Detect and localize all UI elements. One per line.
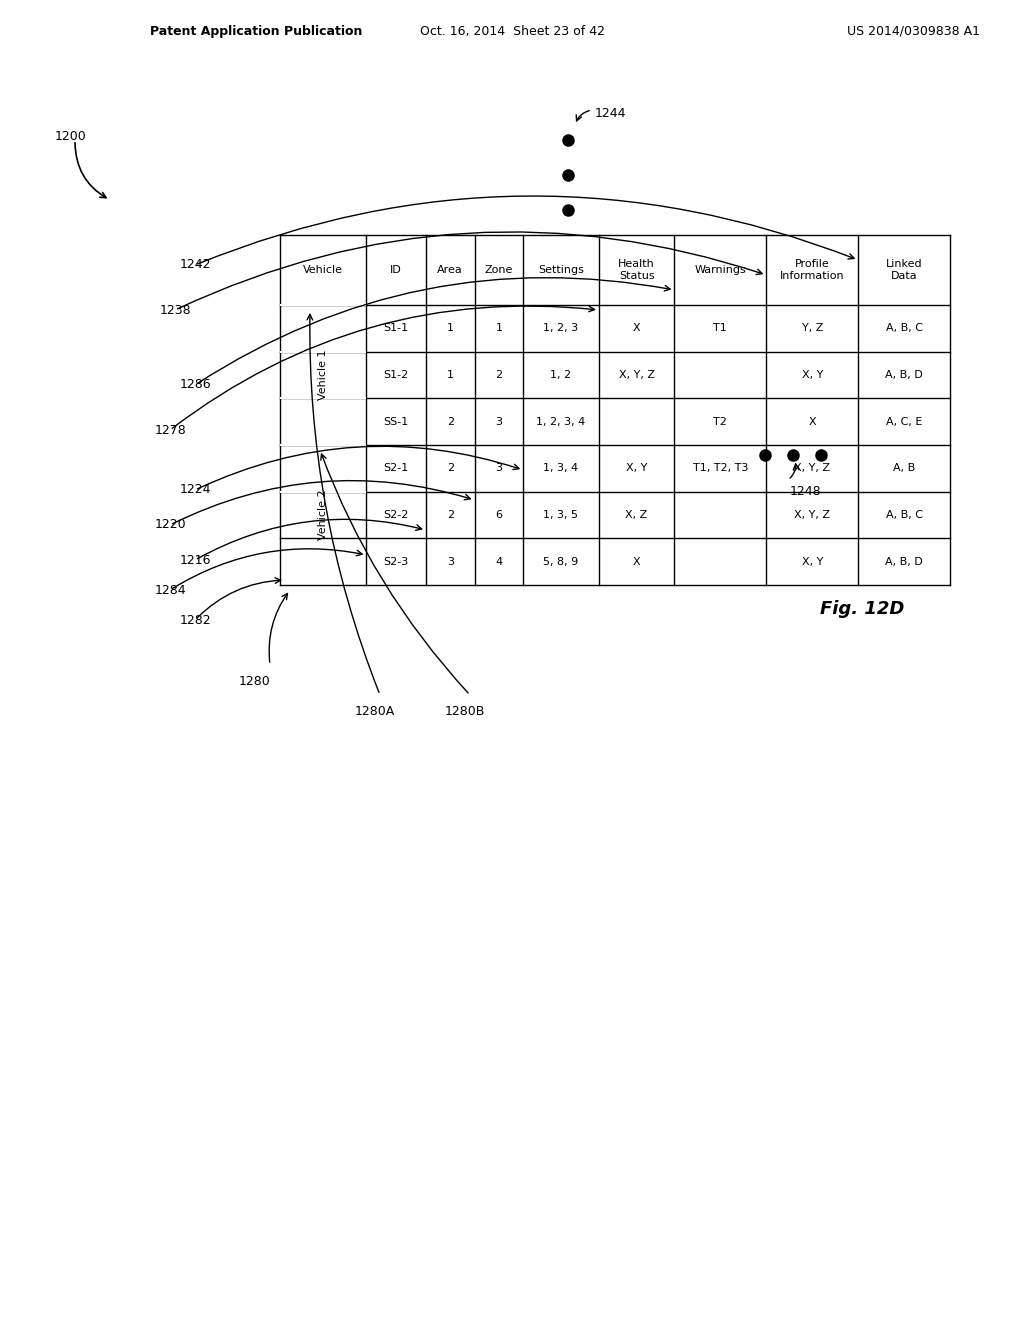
Text: Vehicle 1: Vehicle 1 — [318, 350, 329, 400]
Text: X: X — [633, 323, 640, 334]
Text: 2: 2 — [446, 417, 454, 426]
Text: 1220: 1220 — [155, 519, 186, 532]
Text: Linked
Data: Linked Data — [886, 259, 923, 281]
Text: 6: 6 — [496, 510, 503, 520]
Text: Area: Area — [437, 265, 463, 275]
Text: S2-3: S2-3 — [384, 557, 409, 566]
Text: A, B, C: A, B, C — [886, 510, 923, 520]
Text: 1224: 1224 — [180, 483, 212, 496]
Text: 1242: 1242 — [180, 259, 212, 272]
Text: X, Y: X, Y — [626, 463, 647, 474]
Text: 2: 2 — [446, 510, 454, 520]
Text: ID: ID — [390, 265, 402, 275]
Text: 1216: 1216 — [180, 553, 212, 566]
Text: 1, 2, 3, 4: 1, 2, 3, 4 — [537, 417, 586, 426]
Text: Oct. 16, 2014  Sheet 23 of 42: Oct. 16, 2014 Sheet 23 of 42 — [420, 25, 604, 38]
Text: T1, T2, T3: T1, T2, T3 — [692, 463, 749, 474]
Text: 1, 2: 1, 2 — [551, 370, 571, 380]
Text: 1280: 1280 — [240, 675, 271, 688]
Text: Patent Application Publication: Patent Application Publication — [150, 25, 362, 38]
Text: T2: T2 — [714, 417, 727, 426]
Text: Y, Z: Y, Z — [802, 323, 823, 334]
Text: A, C, E: A, C, E — [886, 417, 923, 426]
Text: 1248: 1248 — [790, 484, 821, 498]
Text: 1244: 1244 — [595, 107, 627, 120]
Text: 1280A: 1280A — [355, 705, 395, 718]
Text: 1, 3, 4: 1, 3, 4 — [544, 463, 579, 474]
Text: X, Y, Z: X, Y, Z — [618, 370, 654, 380]
Text: 2: 2 — [496, 370, 503, 380]
Text: T1: T1 — [714, 323, 727, 334]
Text: 1286: 1286 — [180, 379, 212, 392]
Text: S2-2: S2-2 — [383, 510, 409, 520]
Text: A, B: A, B — [893, 463, 915, 474]
Text: 3: 3 — [446, 557, 454, 566]
Text: 1: 1 — [446, 323, 454, 334]
Text: 1284: 1284 — [155, 583, 186, 597]
Text: S1-1: S1-1 — [384, 323, 409, 334]
Text: US 2014/0309838 A1: US 2014/0309838 A1 — [847, 25, 980, 38]
Text: 1, 2, 3: 1, 2, 3 — [544, 323, 579, 334]
Text: X, Z: X, Z — [626, 510, 648, 520]
Text: 1282: 1282 — [180, 614, 212, 627]
Text: 1, 3, 5: 1, 3, 5 — [544, 510, 579, 520]
Text: Vehicle: Vehicle — [303, 265, 343, 275]
Text: X, Y: X, Y — [802, 370, 823, 380]
Text: 5, 8, 9: 5, 8, 9 — [544, 557, 579, 566]
Text: A, B, C: A, B, C — [886, 323, 923, 334]
Text: Fig. 12D: Fig. 12D — [820, 601, 904, 618]
Text: 1: 1 — [446, 370, 454, 380]
Text: Settings: Settings — [538, 265, 584, 275]
Text: 1200: 1200 — [55, 129, 87, 143]
Text: 4: 4 — [496, 557, 503, 566]
Text: A, B, D: A, B, D — [885, 370, 923, 380]
Text: 2: 2 — [446, 463, 454, 474]
Text: X: X — [633, 557, 640, 566]
Text: SS-1: SS-1 — [384, 417, 409, 426]
Text: 1: 1 — [496, 323, 503, 334]
Text: Zone: Zone — [484, 265, 513, 275]
Text: 1280B: 1280B — [444, 705, 485, 718]
Text: Health
Status: Health Status — [618, 259, 655, 281]
Text: 1278: 1278 — [155, 424, 186, 437]
Text: S2-1: S2-1 — [384, 463, 409, 474]
Text: A, B, D: A, B, D — [885, 557, 923, 566]
Text: 3: 3 — [496, 463, 503, 474]
Text: X, Y, Z: X, Y, Z — [795, 510, 830, 520]
Text: 1238: 1238 — [160, 304, 191, 317]
Text: X: X — [808, 417, 816, 426]
Text: S1-2: S1-2 — [384, 370, 409, 380]
Text: X, Y: X, Y — [802, 557, 823, 566]
Text: X, Y, Z: X, Y, Z — [795, 463, 830, 474]
Text: Profile
Information: Profile Information — [780, 259, 845, 281]
Text: Vehicle 2: Vehicle 2 — [318, 490, 329, 540]
Text: 3: 3 — [496, 417, 503, 426]
Text: Warnings: Warnings — [694, 265, 746, 275]
